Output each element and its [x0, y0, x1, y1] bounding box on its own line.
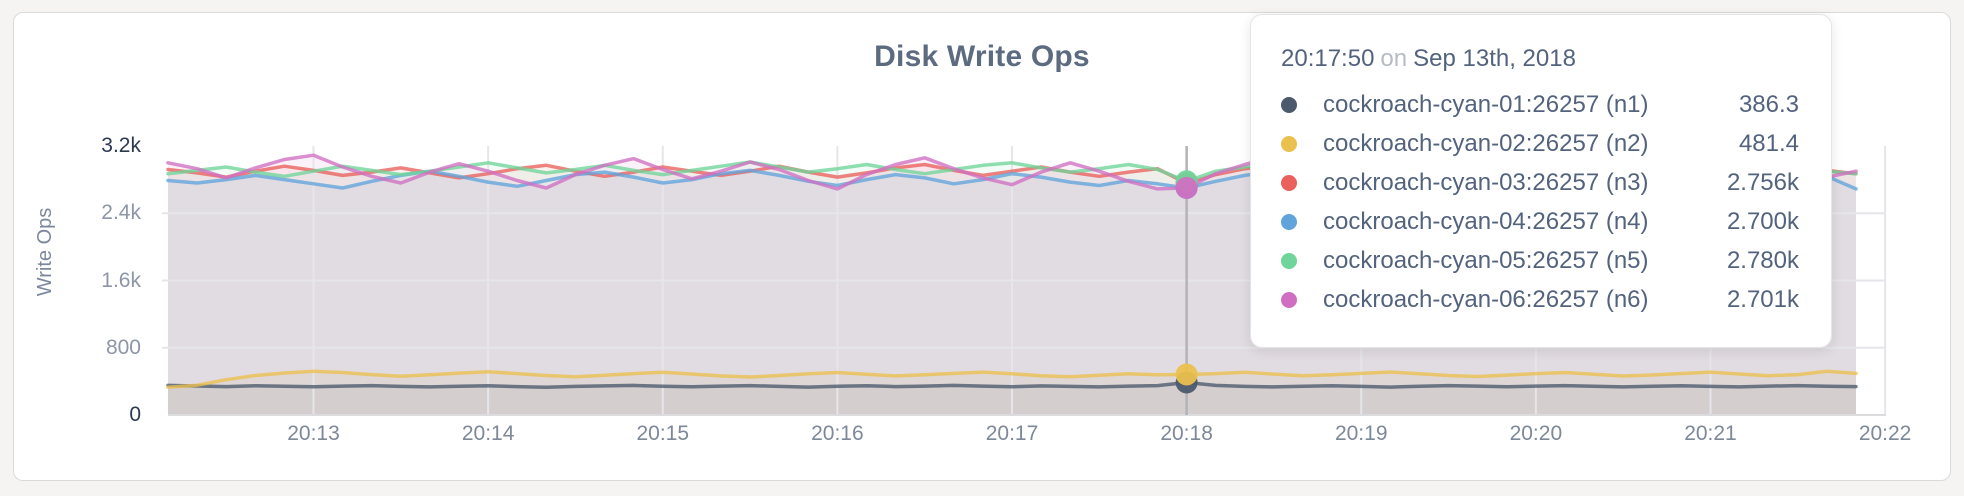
tooltip-connector: on — [1380, 45, 1408, 72]
x-tick-label-20:14: 20:14 — [461, 422, 515, 445]
y-tick-label-1.6k: 1.6k — [101, 268, 141, 292]
tooltip-row: cockroach-cyan-01:26257 (n1) 386.3 — [1281, 85, 1799, 124]
chart-title: Disk Write Ops — [874, 40, 1090, 73]
tooltip-row: cockroach-cyan-04:26257 (n4) 2.700k — [1281, 202, 1799, 241]
tooltip-time: 20:17:50 — [1281, 45, 1375, 72]
series-value: 2.780k — [1726, 246, 1799, 274]
series-label: cockroach-cyan-04:26257 (n4) — [1323, 207, 1649, 235]
y-tick-label-800: 800 — [105, 335, 141, 359]
tooltip-row: cockroach-cyan-03:26257 (n3) 2.756k — [1281, 163, 1799, 202]
series-value: 2.756k — [1726, 168, 1799, 196]
x-tick-label-20:18: 20:18 — [1160, 422, 1213, 445]
x-tick-label-20:19: 20:19 — [1334, 422, 1388, 445]
series-value: 481.4 — [1738, 129, 1799, 157]
tooltip-date: Sep 13th, 2018 — [1413, 45, 1576, 72]
series-dot-icon — [1281, 135, 1297, 152]
x-tick-label-20:15: 20:15 — [636, 422, 690, 445]
y-tick-label-3.2k: 3.2k — [101, 134, 141, 157]
series-label: cockroach-cyan-03:26257 (n3) — [1323, 168, 1649, 196]
series-value: 386.3 — [1738, 90, 1799, 118]
series-dot-icon — [1281, 213, 1297, 230]
series-dot-icon — [1281, 96, 1297, 113]
tooltip-header: 20:17:50 on Sep 13th, 2018 — [1281, 43, 1799, 75]
x-tick-label-20:17: 20:17 — [985, 422, 1039, 445]
x-tick-label-20:22: 20:22 — [1858, 422, 1912, 445]
series-label: cockroach-cyan-01:26257 (n1) — [1323, 90, 1649, 118]
tooltip-row: cockroach-cyan-05:26257 (n5) 2.780k — [1281, 241, 1799, 280]
series-label: cockroach-cyan-02:26257 (n2) — [1323, 129, 1649, 157]
series-dot-icon — [1281, 174, 1297, 191]
x-tick-label-20:21: 20:21 — [1684, 422, 1737, 445]
y-tick-label-2.4k: 2.4k — [101, 201, 141, 225]
series-dot-icon — [1281, 291, 1297, 308]
x-tick-label-20:13: 20:13 — [287, 422, 340, 445]
x-tick-label-20:20: 20:20 — [1509, 422, 1563, 445]
tooltip-row: cockroach-cyan-06:26257 (n6) 2.701k — [1281, 280, 1799, 319]
hover-tooltip: 20:17:50 on Sep 13th, 2018 cockroach-cyan-… — [1250, 14, 1832, 348]
series-label: cockroach-cyan-05:26257 (n5) — [1323, 246, 1649, 274]
tooltip-row: cockroach-cyan-02:26257 (n2) 481.4 — [1281, 124, 1799, 163]
series-value: 2.700k — [1726, 207, 1799, 235]
series-dot-icon — [1281, 252, 1297, 269]
x-tick-label-20:16: 20:16 — [811, 422, 864, 445]
series-value: 2.701k — [1726, 285, 1799, 313]
series-label: cockroach-cyan-06:26257 (n6) — [1323, 285, 1649, 313]
y-tick-label-0: 0 — [129, 403, 141, 426]
